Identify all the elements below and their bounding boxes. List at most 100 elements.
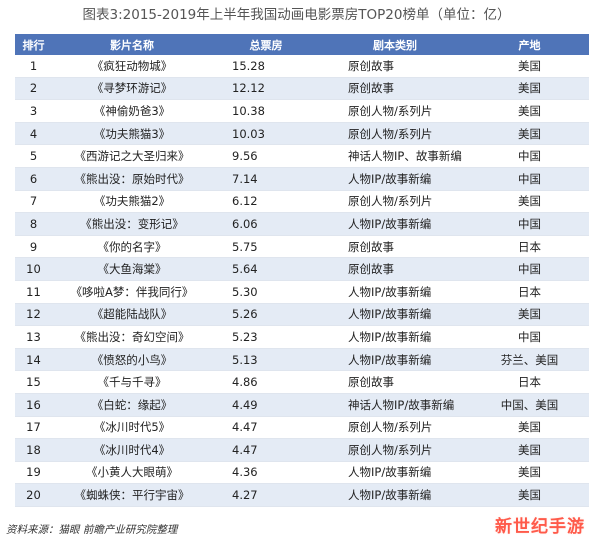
table-header-row: 排行 影片名称 总票房 剧本类别 产地 bbox=[15, 34, 589, 55]
table-row: 16 《白蛇：缘起》 4.49 神话人物IP/故事新编 中国、美国 bbox=[15, 393, 589, 417]
cell-genre: 人物IP/故事新编 bbox=[320, 348, 470, 372]
cell-box-office: 12.12 bbox=[212, 77, 320, 101]
cell-genre: 人物IP/故事新编 bbox=[320, 325, 470, 349]
table-row: 6 《熊出没：原始时代》 7.14 人物IP/故事新编 中国 bbox=[15, 167, 589, 191]
cell-film: 《冰川时代4》 bbox=[52, 438, 212, 462]
cell-origin: 美国 bbox=[470, 461, 589, 485]
table-row: 2 《寻梦环游记》 12.12 原创故事 美国 bbox=[15, 77, 589, 101]
cell-film: 《疯狂动物城》 bbox=[52, 55, 212, 78]
cell-film: 《小黄人大眼萌》 bbox=[52, 461, 212, 485]
cell-film: 《功夫熊猫3》 bbox=[52, 122, 212, 146]
table-row: 4 《功夫熊猫3》 10.03 原创人物/系列片 美国 bbox=[15, 122, 589, 146]
cell-box-office: 15.28 bbox=[212, 55, 320, 78]
cell-origin: 美国 bbox=[470, 122, 589, 146]
box-office-table: 排行 影片名称 总票房 剧本类别 产地 1 《疯狂动物城》 15.28 原创故事 美国 2… bbox=[15, 34, 589, 507]
table-row: 10 《大鱼海棠》 5.64 原创故事 中国 bbox=[15, 257, 589, 281]
cell-origin: 中国 bbox=[470, 257, 589, 281]
header-film: 影片名称 bbox=[52, 34, 212, 55]
cell-origin: 日本 bbox=[470, 280, 589, 304]
cell-origin: 芬兰、美国 bbox=[470, 348, 589, 372]
table-row: 3 《神偷奶爸3》 10.38 原创人物/系列片 美国 bbox=[15, 99, 589, 123]
cell-genre: 原创故事 bbox=[320, 370, 470, 394]
cell-rank: 19 bbox=[15, 461, 52, 485]
table-row: 8 《熊出没：变形记》 6.06 人物IP/故事新编 中国 bbox=[15, 212, 589, 236]
cell-rank: 6 bbox=[15, 167, 52, 191]
table-row: 13 《熊出没：奇幻空间》 5.23 人物IP/故事新编 中国 bbox=[15, 325, 589, 349]
cell-rank: 4 bbox=[15, 122, 52, 146]
header-genre: 剧本类别 bbox=[320, 34, 470, 55]
cell-box-office: 10.03 bbox=[212, 122, 320, 146]
cell-film: 《白蛇：缘起》 bbox=[52, 393, 212, 417]
cell-rank: 12 bbox=[15, 303, 52, 327]
cell-rank: 7 bbox=[15, 190, 52, 214]
table-row: 17 《冰川时代5》 4.47 原创人物/系列片 美国 bbox=[15, 416, 589, 440]
cell-origin: 美国 bbox=[470, 483, 589, 507]
table-row: 11 《哆啦A梦：伴我同行》 5.30 人物IP/故事新编 日本 bbox=[15, 280, 589, 304]
cell-genre: 人物IP/故事新编 bbox=[320, 167, 470, 191]
cell-genre: 原创人物/系列片 bbox=[320, 438, 470, 462]
cell-origin: 日本 bbox=[470, 370, 589, 394]
cell-genre: 原创人物/系列片 bbox=[320, 416, 470, 440]
cell-film: 《熊出没：原始时代》 bbox=[52, 167, 212, 191]
cell-box-office: 5.23 bbox=[212, 325, 320, 349]
cell-rank: 8 bbox=[15, 212, 52, 236]
cell-origin: 中国 bbox=[470, 212, 589, 236]
cell-box-office: 9.56 bbox=[212, 144, 320, 168]
cell-rank: 17 bbox=[15, 416, 52, 440]
cell-film: 《你的名字》 bbox=[52, 235, 212, 259]
cell-genre: 原创故事 bbox=[320, 235, 470, 259]
cell-film: 《蜘蛛侠：平行宇宙》 bbox=[52, 483, 212, 507]
cell-box-office: 4.47 bbox=[212, 438, 320, 462]
cell-origin: 美国 bbox=[470, 416, 589, 440]
cell-box-office: 5.64 bbox=[212, 257, 320, 281]
cell-film: 《寻梦环游记》 bbox=[52, 77, 212, 101]
cell-origin: 美国 bbox=[470, 303, 589, 327]
cell-genre: 神话人物IP、故事新编 bbox=[320, 144, 470, 168]
site-logo: 新世纪手游 bbox=[495, 517, 585, 537]
cell-film: 《大鱼海棠》 bbox=[52, 257, 212, 281]
chart-title: 图表3:2015-2019年上半年我国动画电影票房TOP20榜单（单位：亿） bbox=[82, 7, 511, 23]
cell-film: 《神偷奶爸3》 bbox=[52, 99, 212, 123]
cell-box-office: 4.36 bbox=[212, 461, 320, 485]
cell-rank: 13 bbox=[15, 325, 52, 349]
cell-rank: 20 bbox=[15, 483, 52, 507]
cell-genre: 原创故事 bbox=[320, 257, 470, 281]
cell-genre: 人物IP/故事新编 bbox=[320, 461, 470, 485]
cell-genre: 原创人物/系列片 bbox=[320, 122, 470, 146]
cell-box-office: 10.38 bbox=[212, 99, 320, 123]
cell-film: 《功夫熊猫2》 bbox=[52, 190, 212, 214]
header-rank: 排行 bbox=[15, 34, 52, 55]
cell-film: 《超能陆战队》 bbox=[52, 303, 212, 327]
cell-box-office: 4.47 bbox=[212, 416, 320, 440]
cell-box-office: 4.27 bbox=[212, 483, 320, 507]
cell-genre: 原创人物/系列片 bbox=[320, 99, 470, 123]
cell-rank: 11 bbox=[15, 280, 52, 304]
header-origin: 产地 bbox=[470, 34, 589, 55]
cell-film: 《哆啦A梦：伴我同行》 bbox=[52, 280, 212, 304]
cell-rank: 16 bbox=[15, 393, 52, 417]
cell-origin: 日本 bbox=[470, 235, 589, 259]
header-box-office: 总票房 bbox=[212, 34, 320, 55]
table-row: 7 《功夫熊猫2》 6.12 原创人物/系列片 美国 bbox=[15, 190, 589, 214]
cell-film: 《千与千寻》 bbox=[52, 370, 212, 394]
cell-film: 《冰川时代5》 bbox=[52, 416, 212, 440]
cell-rank: 2 bbox=[15, 77, 52, 101]
cell-rank: 3 bbox=[15, 99, 52, 123]
cell-box-office: 7.14 bbox=[212, 167, 320, 191]
table-row: 19 《小黄人大眼萌》 4.36 人物IP/故事新编 美国 bbox=[15, 461, 589, 485]
cell-genre: 原创故事 bbox=[320, 55, 470, 78]
cell-rank: 9 bbox=[15, 235, 52, 259]
cell-rank: 18 bbox=[15, 438, 52, 462]
cell-rank: 1 bbox=[15, 55, 52, 78]
cell-box-office: 6.06 bbox=[212, 212, 320, 236]
cell-genre: 原创故事 bbox=[320, 77, 470, 101]
cell-origin: 中国 bbox=[470, 325, 589, 349]
cell-film: 《熊出没：奇幻空间》 bbox=[52, 325, 212, 349]
table-row: 5 《西游记之大圣归来》 9.56 神话人物IP、故事新编 中国 bbox=[15, 144, 589, 168]
cell-box-office: 5.13 bbox=[212, 348, 320, 372]
cell-box-office: 6.12 bbox=[212, 190, 320, 214]
table-row: 20 《蜘蛛侠：平行宇宙》 4.27 人物IP/故事新编 美国 bbox=[15, 483, 589, 507]
table-row: 15 《千与千寻》 4.86 原创故事 日本 bbox=[15, 370, 589, 394]
cell-genre: 原创人物/系列片 bbox=[320, 190, 470, 214]
cell-genre: 人物IP/故事新编 bbox=[320, 212, 470, 236]
